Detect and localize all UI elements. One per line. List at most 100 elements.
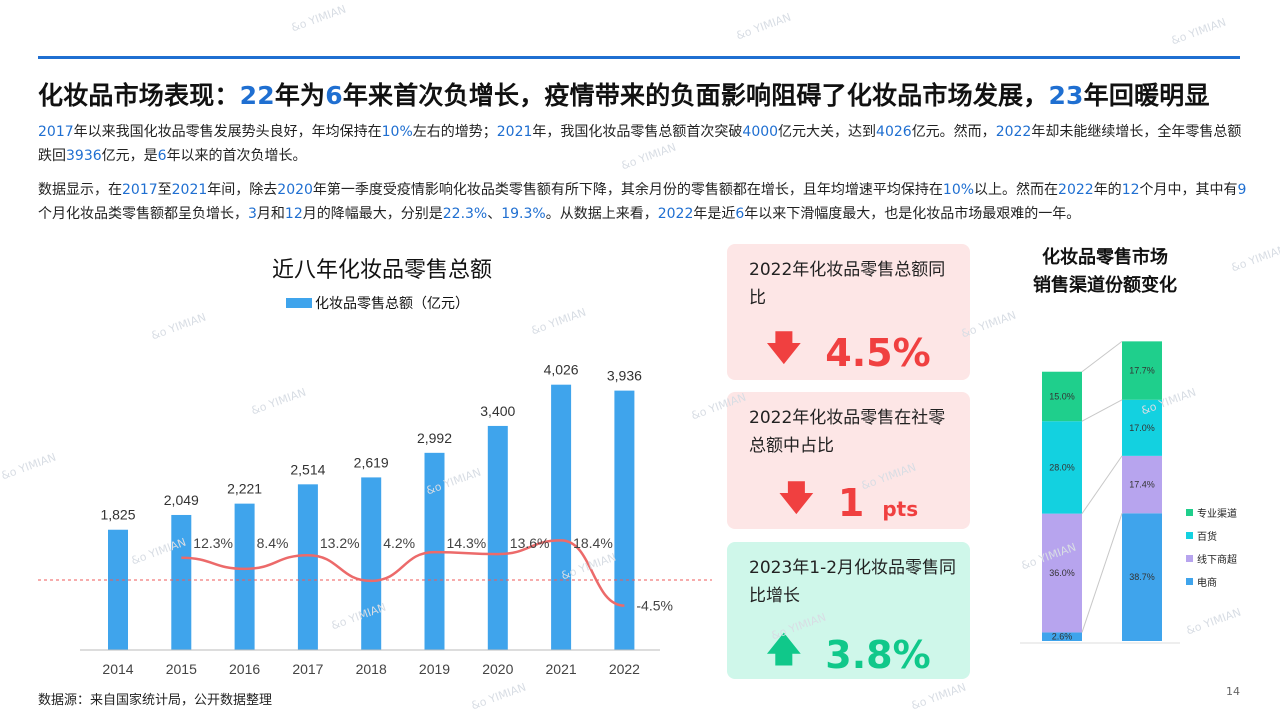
bar-value-label: 4,026: [544, 362, 579, 378]
retail-sales-bar-chart: 1,825 2014 2,049 2015 2,221 2016 2,514 2017 2,61…: [38, 362, 712, 677]
x-tick-label: 2014: [102, 661, 133, 677]
stacked-segment: [1042, 632, 1082, 641]
x-tick-label: 2019: [419, 661, 450, 677]
growth-label: 14.3%: [447, 535, 487, 551]
bar: [234, 503, 255, 650]
watermark-text: &o YIMIAN: [1229, 242, 1280, 275]
watermark-text: &o YIMIAN: [909, 680, 968, 713]
segment-label: 2.6%: [1052, 632, 1073, 642]
paragraph-number: 4000: [742, 124, 779, 140]
watermark-text: &o YIMIAN: [1139, 385, 1198, 418]
legend-swatch: [286, 298, 312, 308]
title-number: 22: [239, 81, 275, 110]
paragraph-number: 12: [284, 206, 303, 222]
paragraph-number: 10%: [381, 124, 413, 140]
segment-label: 38.7%: [1129, 572, 1155, 582]
legend-label: 百货: [1197, 532, 1217, 543]
legend-label: 电商: [1197, 578, 1217, 589]
paragraph-number: 12: [1121, 182, 1140, 198]
legend-item: 线下商超: [1186, 551, 1237, 566]
stat-card-unit: pts: [882, 496, 919, 521]
stacked-segment: [1122, 513, 1162, 641]
title-part: 年回暖明显: [1083, 81, 1210, 110]
x-tick-label: 2018: [356, 661, 387, 677]
page-title: 化妆品市场表现：22年为6年来首次负增长，疫情带来的负面影响阻碍了化妆品市场发展…: [38, 76, 1210, 112]
bar: [171, 514, 192, 650]
segment-label: 17.4%: [1129, 480, 1155, 490]
stat-card-value: 3.8%: [825, 632, 931, 677]
legend-label: 线下商超: [1197, 555, 1237, 566]
legend-swatch: [1186, 532, 1193, 539]
segment-label: 15.0%: [1049, 391, 1075, 401]
stacked-segment: [1042, 513, 1082, 633]
paragraph-number: 3: [248, 206, 257, 222]
paragraph-number: 2017: [38, 124, 74, 140]
title-number: 6: [325, 81, 343, 110]
data-source-note: 数据源：来自国家统计局，公开数据整理: [38, 693, 273, 708]
bar-value-label: 2,221: [227, 481, 262, 497]
channel-chart-title-line-1: 化妆品零售市场: [1042, 247, 1168, 268]
bar: [108, 529, 128, 650]
growth-label: 4.2%: [383, 535, 415, 551]
page-number: 14: [1226, 685, 1240, 698]
stat-card-value: 4.5%: [825, 330, 931, 375]
bar-value-label: 1,825: [100, 507, 135, 523]
channel-chart-title: 化妆品零售市场 销售渠道份额变化: [1015, 244, 1195, 300]
legend-item: 电商: [1186, 574, 1217, 589]
growth-line: [181, 539, 625, 607]
connector-line: [1081, 340, 1123, 373]
paragraph-number: 2022: [995, 124, 1032, 140]
legend-swatch: [1186, 555, 1193, 562]
x-tick-label: 2016: [229, 661, 260, 677]
paragraph-number: 2021: [171, 182, 208, 198]
x-tick-label: 2022: [609, 661, 640, 677]
bar: [297, 484, 318, 650]
watermark-text: &o YIMIAN: [734, 10, 793, 43]
bar: [487, 425, 508, 650]
summary-paragraph-1: 2017年以来我国化妆品零售发展势头良好，年均保持在10%左右的增势；2021年…: [38, 124, 1242, 164]
paragraph-number: 6: [735, 206, 745, 222]
watermark-text: &o YIMIAN: [1019, 540, 1078, 573]
legend-label: 专业渠道: [1197, 509, 1237, 520]
summary-paragraph-2: 数据显示，在2017至2021年间，除去2020年第一季度受疫情影响化妆品类零售…: [38, 182, 1247, 222]
arrow-down-icon: 🡇: [766, 328, 802, 368]
bar-value-label: 3,400: [480, 403, 515, 419]
connector-line: [1081, 455, 1123, 514]
connector-line: [1081, 399, 1123, 422]
growth-label: 12.3%: [193, 535, 233, 551]
growth-label: 8.4%: [257, 535, 289, 551]
paragraph-number: 2022: [1058, 182, 1094, 198]
growth-label: -4.5%: [636, 598, 673, 614]
stacked-segment: [1042, 371, 1082, 422]
legend-swatch: [1186, 578, 1193, 585]
header-rule: [38, 56, 1240, 59]
bar-value-label: 3,936: [607, 368, 642, 384]
title-part: 年来首次负增长，疫情带来的负面影响阻碍了化妆品市场发展，: [342, 81, 1049, 110]
paragraph-number: 4026: [876, 124, 912, 140]
bar-value-label: 2,514: [290, 461, 325, 477]
paragraph-number: 9: [1237, 182, 1247, 198]
title-part: 年为: [274, 81, 326, 110]
stat-card-title: 2023年1-2月化妆品零售同比增长: [749, 558, 957, 606]
connector-line: [1081, 513, 1123, 633]
legend-item: 专业渠道: [1186, 505, 1237, 520]
segment-label: 28.0%: [1049, 462, 1075, 472]
growth-label: 18.4%: [573, 535, 613, 551]
segment-label: 36.0%: [1049, 568, 1075, 578]
x-tick-label: 2020: [482, 661, 513, 677]
stat-card-value-row: 🡇 1 pts: [727, 474, 970, 531]
stat-card-growth-2023: 2023年1-2月化妆品零售同比增长 🡅 3.8%: [727, 542, 970, 679]
watermark-text: &o YIMIAN: [1184, 605, 1243, 638]
bar-value-label: 2,619: [354, 454, 389, 470]
legend-label: 化妆品零售总额（亿元）: [315, 296, 469, 312]
paragraph-number: 2021: [496, 124, 533, 140]
bar: [614, 390, 635, 650]
x-tick-label: 2015: [166, 661, 197, 677]
stacked-segment: [1122, 341, 1162, 400]
growth-label: 13.2%: [320, 535, 360, 551]
legend-item: 百货: [1186, 528, 1217, 543]
bar-value-label: 2,992: [417, 430, 452, 446]
stat-card-value-row: 🡅 3.8%: [727, 626, 970, 683]
paragraph-number: 19.3%: [501, 206, 546, 222]
channel-chart-title-line-2: 销售渠道份额变化: [1033, 275, 1177, 296]
